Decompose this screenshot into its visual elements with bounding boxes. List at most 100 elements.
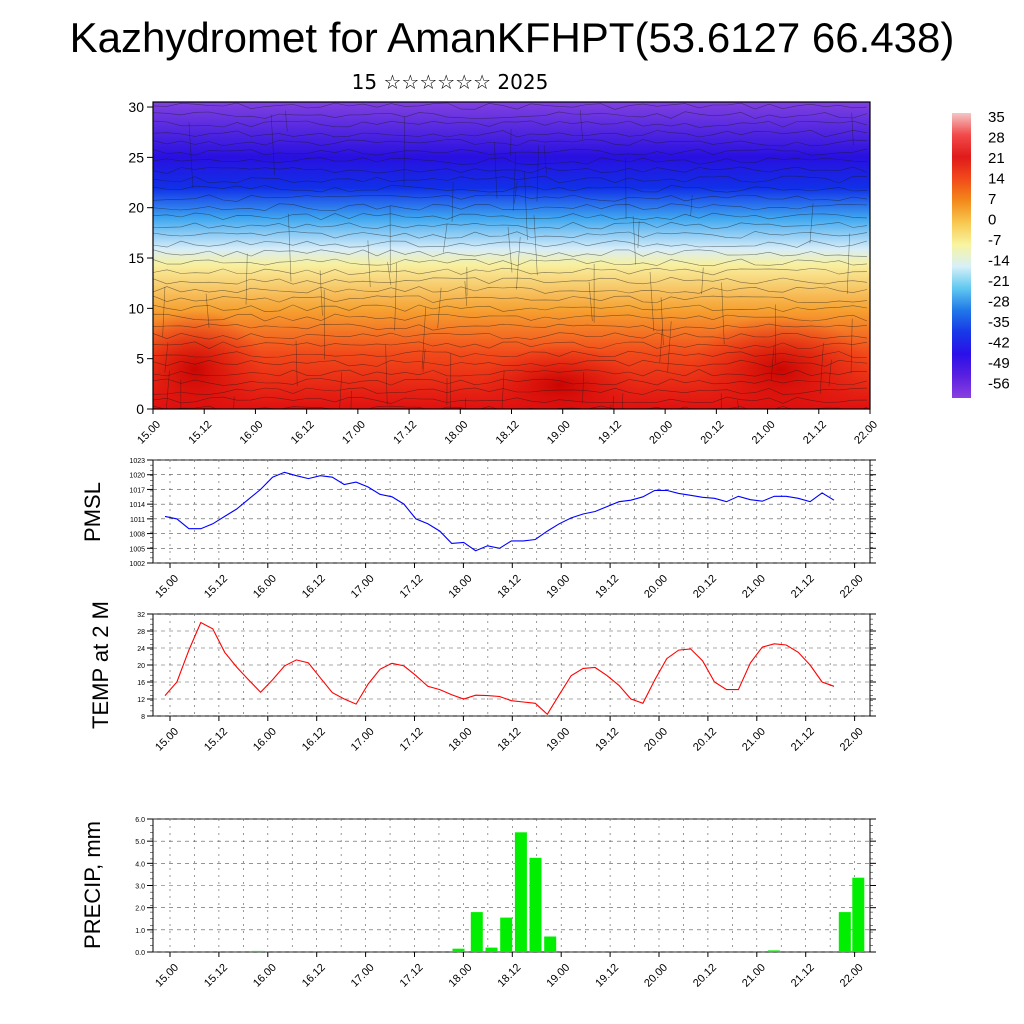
wind-vertical-segment <box>809 203 814 244</box>
wind-vertical-segment <box>632 216 637 265</box>
wind-vertical-segment <box>288 213 292 282</box>
x-tick-label: 20.12 <box>691 726 719 754</box>
wind-vertical-segment <box>164 342 169 373</box>
y-tick-label: 1.0 <box>135 928 145 935</box>
x-tick-label: 20.00 <box>642 573 670 601</box>
wind-vertical-segment <box>846 233 850 294</box>
wind-vertical-segment <box>385 344 388 405</box>
wind-streamline <box>153 231 868 239</box>
y-tick-label: 1005 <box>129 546 145 553</box>
wind-vertical-segment <box>850 318 853 374</box>
x-tick-label: 17.00 <box>340 419 368 447</box>
x-tick-label: 19.00 <box>544 726 572 754</box>
x-tick-label: 15.00 <box>135 419 163 447</box>
precip-grid <box>153 818 870 953</box>
colorbar-label: -42 <box>988 335 1010 352</box>
wind-vertical-segment <box>295 340 298 387</box>
y-tick-label: 16 <box>137 680 145 687</box>
x-tick-label: 16.12 <box>300 962 328 990</box>
y-tick-label: 6.0 <box>135 817 145 824</box>
x-tick-label: 16.00 <box>238 419 266 447</box>
wind-vertical-segment <box>510 129 512 156</box>
y-tick-label: 15 <box>128 250 144 266</box>
x-tick-label: 18.00 <box>442 419 470 447</box>
precip-bar <box>544 936 557 952</box>
colorbar-label: 21 <box>988 150 1005 167</box>
y-tick-label: 1002 <box>129 561 145 568</box>
x-tick-label: 17.12 <box>391 419 419 447</box>
x-tick-label: 16.12 <box>300 573 328 601</box>
x-tick-label: 20.00 <box>642 962 670 990</box>
wind-vertical-segment <box>188 122 194 188</box>
precip-bar <box>252 950 264 952</box>
wind-streamline <box>153 102 868 110</box>
wind-vertical-segment <box>851 112 854 146</box>
colorbar-label: 28 <box>988 130 1005 147</box>
colorbar: 35 28 21 14 7 0 -7 -14 -21 -28 -35 -42 -49 -56 <box>952 109 1010 398</box>
wind-vertical-segment <box>367 240 371 287</box>
wind-vertical-segment <box>770 345 775 380</box>
x-tick-label: 16.00 <box>251 573 279 601</box>
precip-ylabel: PRECIP, mm <box>80 821 105 949</box>
wind-vertical-segment <box>162 286 166 337</box>
wind-streamline <box>153 378 868 386</box>
colorbar-label: -7 <box>988 232 1001 249</box>
cross-section-y-axis: 0 5 10 15 20 25 30 <box>128 99 153 417</box>
temp-series-line <box>164 621 835 716</box>
wind-streamline <box>153 350 868 359</box>
x-tick-label: 15.12 <box>186 419 214 447</box>
wind-streamline <box>153 203 868 211</box>
wind-vertical-segment <box>205 293 210 328</box>
wind-vertical-segment <box>451 182 454 222</box>
x-tick-label: 19.00 <box>544 573 572 601</box>
x-tick-label: 20.00 <box>642 726 670 754</box>
wind-vertical-segment <box>660 297 664 346</box>
wind-streamline <box>153 276 868 285</box>
wind-vertical-segment <box>494 142 498 199</box>
colorbar-label: 7 <box>988 191 996 208</box>
wind-streamline <box>153 129 868 138</box>
x-tick-label: 22.00 <box>838 573 866 601</box>
x-tick-label: 15.12 <box>202 573 230 601</box>
wind-vertical-segment <box>667 321 672 373</box>
y-tick-label: 25 <box>128 149 144 165</box>
wind-streamline <box>153 212 868 221</box>
x-tick-label: 18.12 <box>495 962 523 990</box>
page-title: Kazhydromet for AmanKFHPT(53.6127 66.438… <box>69 14 955 61</box>
colorbar-label: 35 <box>988 109 1005 126</box>
x-tick-label: 16.12 <box>300 726 328 754</box>
wind-vertical-segment <box>659 329 663 363</box>
x-tick-label: 16.00 <box>251 962 279 990</box>
y-tick-label: 32 <box>137 612 145 619</box>
wind-streamline <box>153 240 868 248</box>
y-tick-label: 24 <box>137 646 145 653</box>
x-tick-label: 16.12 <box>289 419 317 447</box>
wind-vertical-segment <box>245 253 248 305</box>
x-tick-label: 15.12 <box>202 726 230 754</box>
precip-bar <box>838 912 851 952</box>
wind-vertical-segment <box>394 262 398 331</box>
x-tick-label: 21.12 <box>789 726 817 754</box>
x-tick-label: 21.12 <box>789 573 817 601</box>
x-tick-label: 17.00 <box>349 573 377 601</box>
y-tick-label: 3.0 <box>135 884 145 891</box>
colorbar-label: 14 <box>988 171 1005 188</box>
x-tick-label: 16.00 <box>251 726 279 754</box>
wind-streamline <box>153 304 868 313</box>
y-tick-label: 20 <box>128 200 144 216</box>
x-tick-label: 18.00 <box>447 726 475 754</box>
y-tick-label: 0 <box>136 401 144 417</box>
wind-vertical-segment <box>582 372 585 403</box>
temp-panel: 8 12 16 20 24 28 32 15.00 15.12 16.00 16.12 17.00 17… <box>88 601 876 754</box>
precip-panel: 0.0 1.0 2.0 3.0 4.0 5.0 6.0 15.00 15.12 16.00 16.1… <box>80 817 876 990</box>
wind-vertical-segment <box>828 359 832 387</box>
y-tick-label: 1014 <box>129 502 145 509</box>
x-tick-label: 21.12 <box>801 419 829 447</box>
wind-streamline <box>153 139 868 147</box>
wind-vertical-segment <box>464 281 468 306</box>
pmsl-ylabel: PMSL <box>80 482 105 542</box>
x-tick-label: 22.00 <box>852 419 880 447</box>
wind-streamline <box>153 295 868 303</box>
wind-vertical-segment <box>166 370 170 409</box>
x-tick-label: 19.12 <box>593 962 621 990</box>
